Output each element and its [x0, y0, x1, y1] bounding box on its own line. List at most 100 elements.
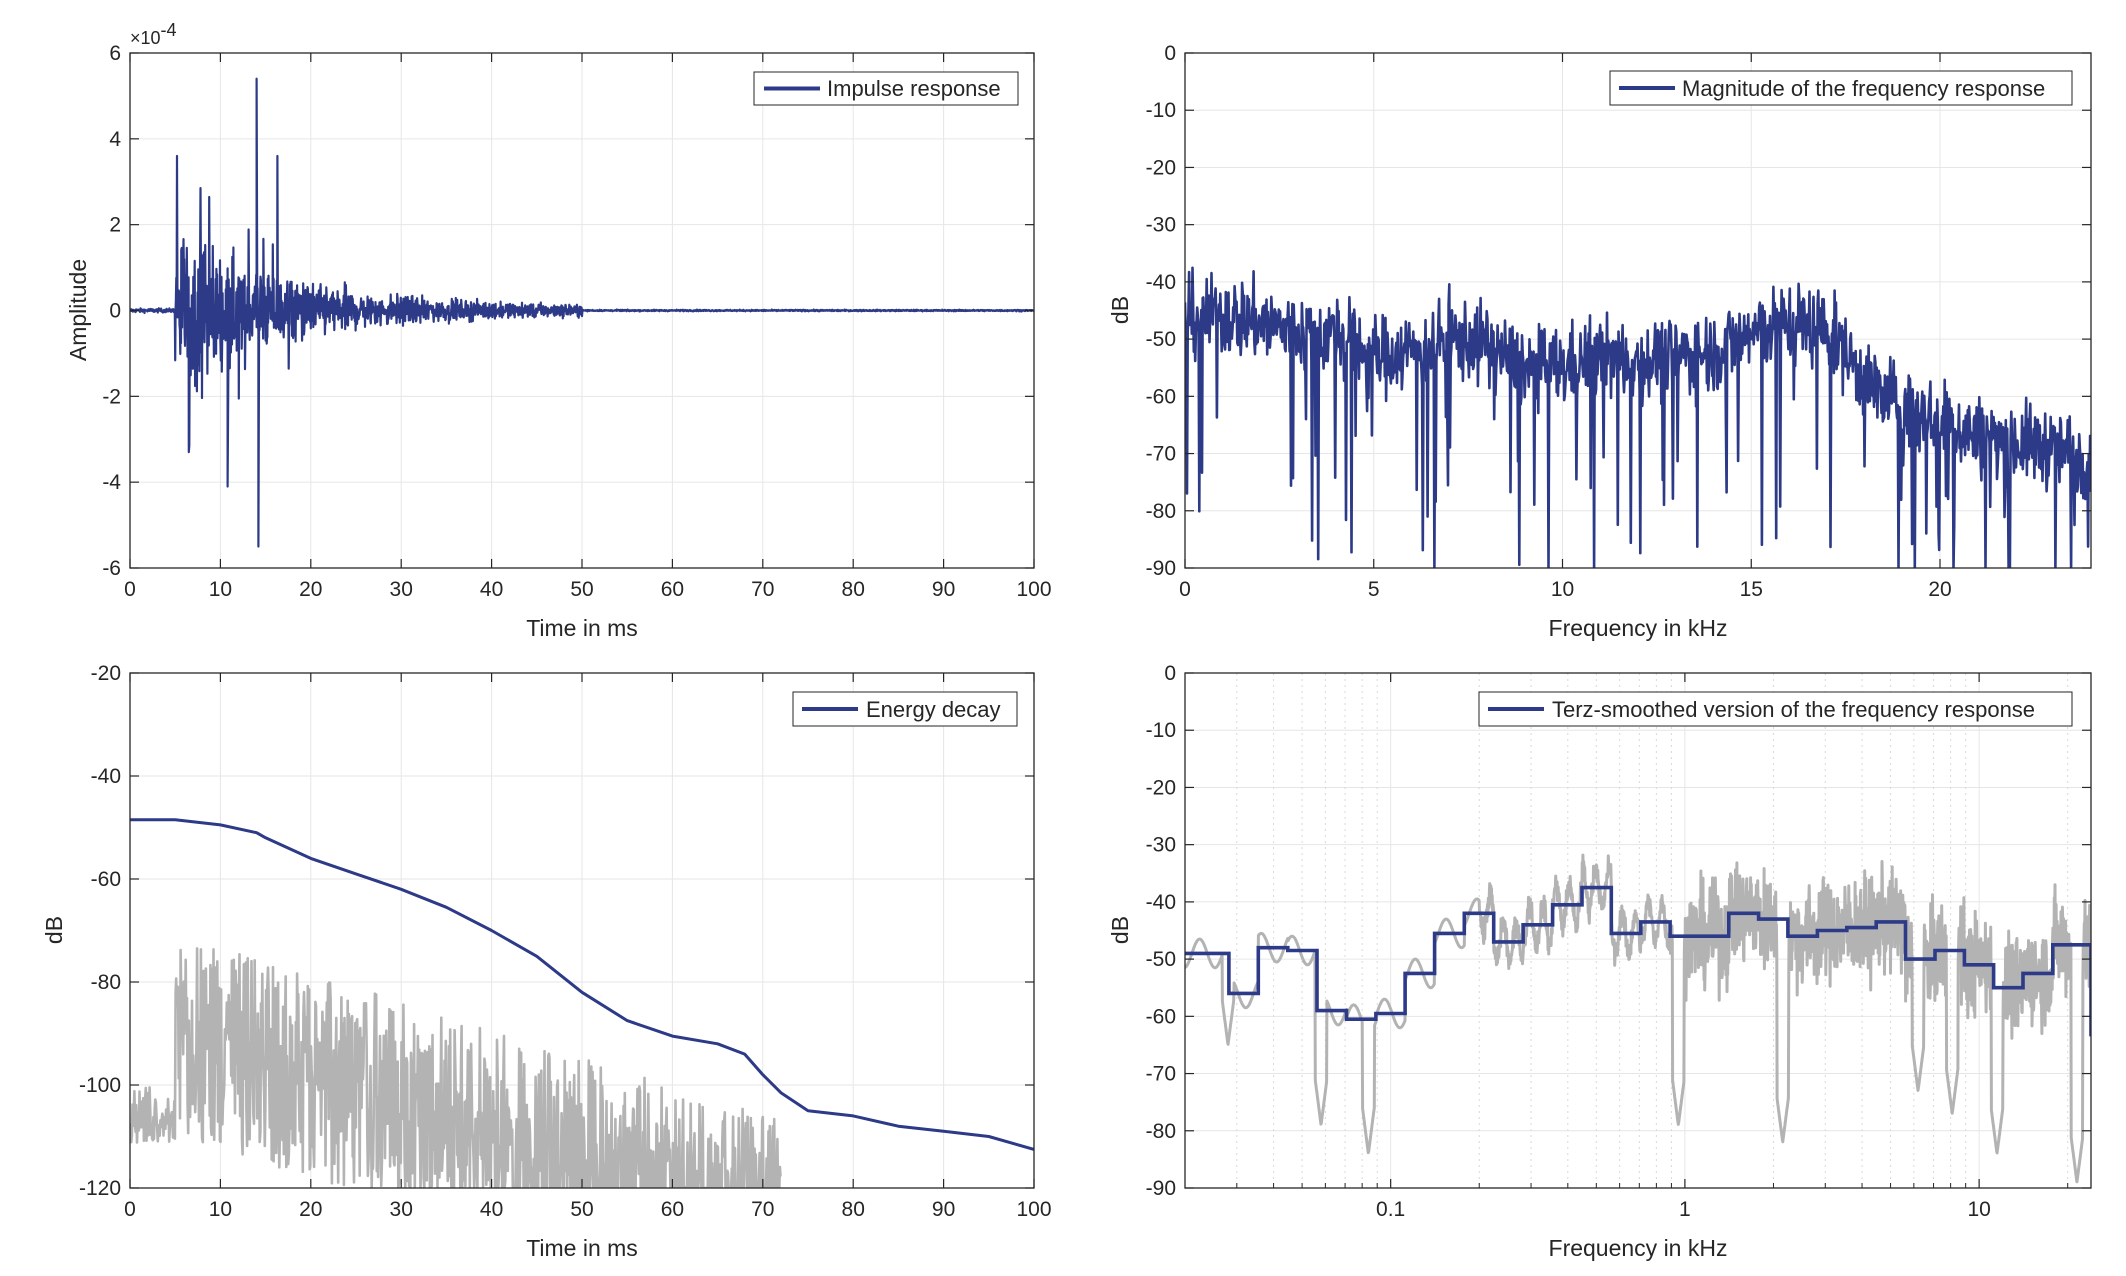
x-tick-label: 5	[1368, 578, 1380, 601]
x-tick-label: 0.1	[1376, 1198, 1405, 1221]
x-tick-label: 20	[299, 578, 322, 601]
impulse-response-line	[130, 77, 1034, 548]
x-tick-label: 10	[1967, 1198, 1990, 1221]
y-tick-label: -30	[1146, 834, 1176, 857]
y-tick-label: 2	[109, 214, 121, 237]
y-axis-label: Amplitude	[65, 259, 91, 361]
y-tick-label: 0	[1164, 662, 1176, 685]
x-tick-label: 10	[209, 1198, 232, 1221]
energy-decay-line	[130, 818, 1034, 1151]
x-tick-label: 15	[1740, 578, 1763, 601]
y-tick-label: -100	[79, 1074, 121, 1097]
y-tick-label: -60	[1146, 1005, 1176, 1028]
y-tick-label: -40	[1146, 271, 1176, 294]
y-tick-label: -90	[1146, 1177, 1176, 1200]
series-marks	[130, 77, 1034, 548]
x-tick-label: 50	[570, 578, 593, 601]
legend-box	[1609, 70, 2073, 106]
y-tick-labels: 0 -10 -20 -30 -40 -50 -60 -70 -80 -90	[1146, 662, 1176, 1200]
series-marks	[1185, 853, 2091, 1184]
x-tick-label: 80	[842, 1198, 865, 1221]
x-tick-label: 0	[1179, 578, 1191, 601]
y-tick-label: -4	[102, 471, 121, 494]
y-tick-labels: -6 -4 -2 0 2 4 6	[102, 42, 121, 580]
y-tick-label: -70	[1146, 443, 1176, 466]
y-tick-label: -2	[102, 385, 121, 408]
legend: Energy decay	[792, 691, 1018, 727]
y-tick-label: 0	[109, 300, 121, 323]
y-axis-label: dB	[1107, 296, 1133, 324]
energy-gray-line	[130, 947, 782, 1188]
x-tick-label: 60	[661, 578, 684, 601]
x-tick-label: 70	[751, 578, 774, 601]
x-tick-labels: 0.1 1 10	[1376, 1198, 1991, 1221]
legend-label-energy-decay: Energy decay	[866, 697, 1001, 722]
y-tick-label: -30	[1146, 214, 1176, 237]
plot-frame	[1184, 672, 2092, 1189]
legend: Impulse response	[753, 71, 1019, 106]
x-tick-label: 40	[480, 1198, 503, 1221]
y-tick-label: 4	[109, 128, 121, 151]
terz-gray-line	[1185, 853, 2091, 1184]
y-tick-labels: -20 -40 -60 -80 -100 -120	[79, 662, 121, 1200]
terz-smoothed-plot: 0.1 1 10 0 -10 -20 -30 -40 -50 -60 -70 -80 -90 Freq…	[1107, 662, 2092, 1261]
y-tick-label: -40	[1146, 891, 1176, 914]
legend: Magnitude of the frequency response	[1609, 70, 2073, 106]
legend-box	[1478, 691, 2073, 727]
y-tick-label: -90	[1146, 557, 1176, 580]
x-tick-labels: 0 10 20 30 40 50 60 70 80 90 100	[124, 1198, 1051, 1221]
y-exponent-label: ×10-4	[130, 20, 177, 48]
x-tick-label: 70	[751, 1198, 774, 1221]
y-tick-label: -10	[1146, 99, 1176, 122]
y-tick-label: -20	[1146, 776, 1176, 799]
y-tick-label: -70	[1146, 1063, 1176, 1086]
x-tick-label: 40	[480, 578, 503, 601]
y-axis-label: dB	[1107, 916, 1133, 944]
y-axis-label: dB	[41, 916, 67, 944]
y-tick-label: -60	[1146, 385, 1176, 408]
y-tick-label: -50	[1146, 948, 1176, 971]
y-tick-label: -60	[91, 868, 121, 891]
x-tick-label: 20	[299, 1198, 322, 1221]
y-tick-label: -40	[91, 765, 121, 788]
x-tick-label: 60	[661, 1198, 684, 1221]
y-tick-labels: 0 -10 -20 -30 -40 -50 -60 -70 -80 -90	[1146, 42, 1176, 580]
x-axis-label: Frequency in kHz	[1549, 615, 1728, 641]
x-axis-label: Frequency in kHz	[1549, 1235, 1728, 1261]
legend-label-terz: Terz-smoothed version of the frequency r…	[1552, 697, 2035, 722]
y-tick-label: -50	[1146, 328, 1176, 351]
x-tick-label: 90	[932, 578, 955, 601]
x-tick-label: 10	[1551, 578, 1574, 601]
x-tick-label: 50	[570, 1198, 593, 1221]
x-tick-label: 80	[842, 578, 865, 601]
x-tick-label: 100	[1016, 1198, 1051, 1221]
tick-marks	[129, 52, 1035, 569]
x-tick-labels: 0 5 10 15 20	[1179, 578, 1952, 601]
y-tick-label: 6	[109, 42, 121, 65]
x-tick-label: 0	[124, 1198, 136, 1221]
y-tick-label: 0	[1164, 42, 1176, 65]
tick-marks	[1184, 52, 2091, 569]
y-tick-label: -20	[91, 662, 121, 685]
legend: Terz-smoothed version of the frequency r…	[1478, 691, 2073, 727]
y-tick-label: -80	[1146, 1120, 1176, 1143]
y-tick-label: -6	[102, 557, 121, 580]
series-marks	[130, 818, 1034, 1188]
y-tick-label: -80	[1146, 500, 1176, 523]
x-tick-label: 30	[390, 1198, 413, 1221]
x-tick-label: 30	[390, 578, 413, 601]
x-axis-label: Time in ms	[526, 615, 638, 641]
terz-smoothed-line	[1185, 885, 2091, 1037]
x-tick-label: 10	[209, 578, 232, 601]
x-tick-labels: 0 10 20 30 40 50 60 70 80 90 100	[124, 578, 1051, 601]
x-tick-label: 20	[1928, 578, 1951, 601]
legend-label-magnitude: Magnitude of the frequency response	[1682, 76, 2045, 101]
series-marks	[1185, 266, 2091, 568]
x-axis-label: Time in ms	[526, 1235, 638, 1261]
plot-frame	[1184, 52, 2092, 569]
legend-label-impulse-response: Impulse response	[827, 76, 1001, 101]
frequency-response-plot: 0 5 10 15 20 0 -10 -20 -30 -40 -50 -60 -70 -80 -90 Fr…	[1107, 42, 2092, 641]
y-tick-label: -10	[1146, 719, 1176, 742]
